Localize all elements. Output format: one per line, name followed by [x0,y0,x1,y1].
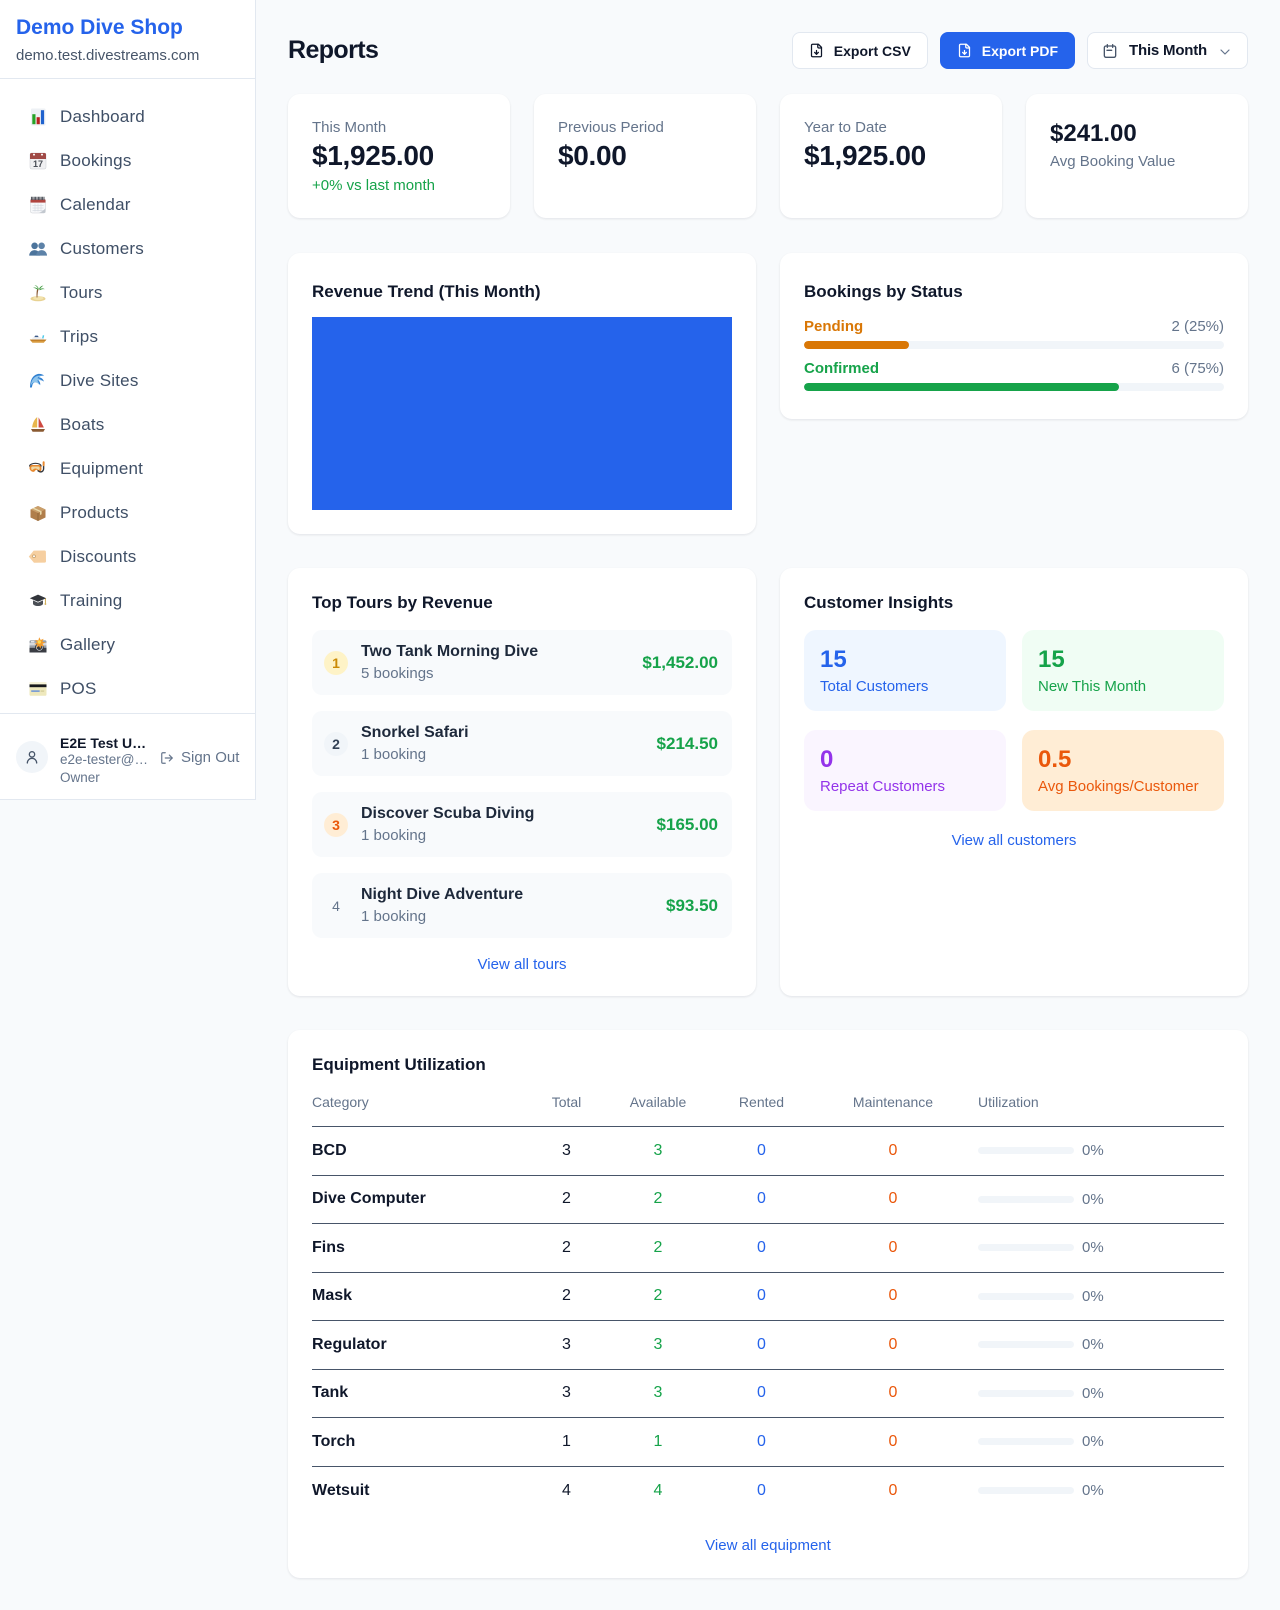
svg-text:17: 17 [33,159,43,169]
